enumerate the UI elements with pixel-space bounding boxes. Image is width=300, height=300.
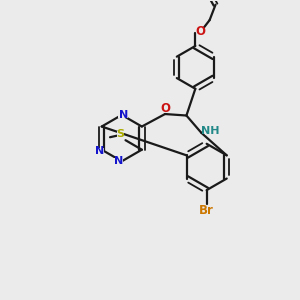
Bar (118, 112, 128, 118)
Text: O: O (160, 103, 170, 116)
Text: N: N (118, 110, 128, 120)
Bar (161, 106, 169, 112)
Bar (201, 207, 213, 214)
Text: S: S (117, 129, 125, 139)
Text: N: N (95, 146, 104, 156)
Text: O: O (196, 25, 206, 38)
Bar (205, 128, 216, 135)
Bar (118, 131, 124, 137)
Text: N: N (114, 156, 123, 166)
Bar (197, 28, 204, 35)
Bar (113, 158, 123, 165)
Text: Br: Br (199, 204, 214, 217)
Bar (94, 148, 104, 154)
Text: NH: NH (201, 126, 220, 136)
